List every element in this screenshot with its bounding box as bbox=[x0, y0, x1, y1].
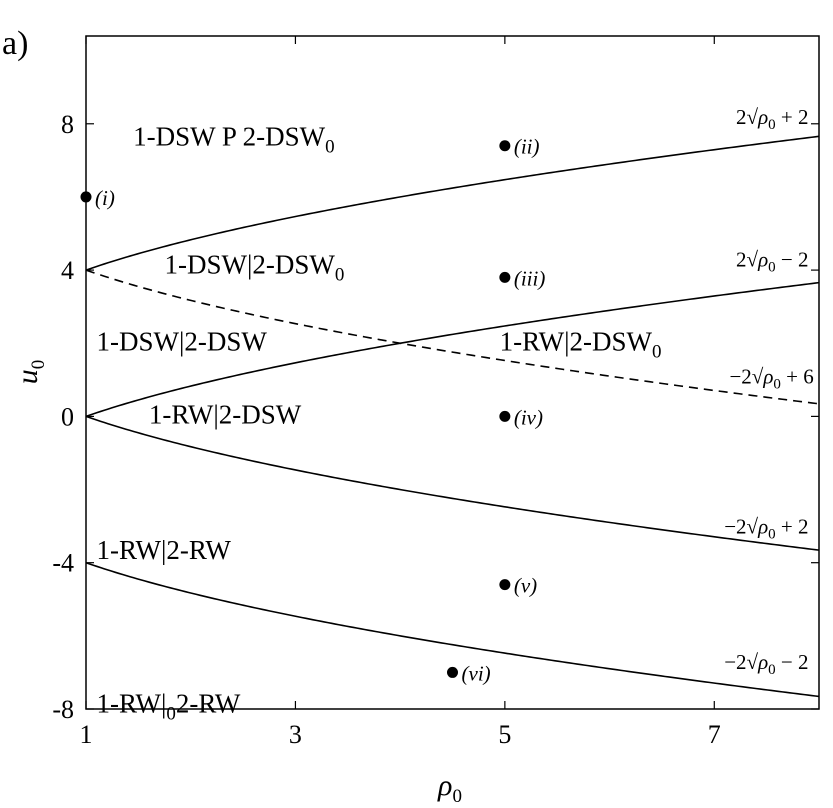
curves bbox=[85, 135, 820, 698]
point-label: (i) bbox=[95, 186, 115, 210]
y-tick-label: -4 bbox=[52, 549, 74, 578]
y-tick-label: 4 bbox=[61, 256, 74, 285]
region-label: 1-DSW P 2-DSW0 bbox=[133, 122, 335, 158]
curve-line bbox=[85, 281, 820, 418]
curve-label: 2√ρ0 − 2 bbox=[736, 247, 808, 275]
curve-line bbox=[85, 415, 820, 551]
point-label: (v) bbox=[514, 574, 537, 598]
region-label: 1-DSW|2-DSW bbox=[96, 327, 267, 357]
region-label: 1-RW|2-RW bbox=[96, 535, 231, 565]
x-tick-label: 5 bbox=[498, 720, 511, 749]
point-marker bbox=[499, 140, 511, 152]
curve-label: −2√ρ0 − 2 bbox=[724, 650, 808, 678]
curve-line bbox=[85, 269, 820, 405]
y-tick-label: 8 bbox=[61, 110, 74, 139]
point-label: (iv) bbox=[514, 405, 543, 429]
x-tick-label: 1 bbox=[80, 720, 93, 749]
curve-line bbox=[85, 561, 820, 698]
marked-points: (i) (ii) (iii) (iv) (v) (vi) bbox=[80, 135, 546, 685]
point-marker bbox=[499, 271, 511, 283]
y-tick-label: -8 bbox=[52, 695, 74, 724]
curve-label: −2√ρ0 + 6 bbox=[729, 364, 813, 392]
x-tick-label: 3 bbox=[289, 720, 302, 749]
curve-label: 2√ρ0 + 2 bbox=[736, 105, 808, 133]
axis-ticks: 1 3 5 7 -8 -4 0 4 8 bbox=[52, 36, 819, 749]
region-label: 1-RW|02-RW bbox=[96, 689, 240, 725]
point-label: (ii) bbox=[514, 135, 540, 159]
point-marker bbox=[447, 666, 458, 678]
y-axis-label: u0 bbox=[11, 360, 49, 385]
point-marker bbox=[499, 579, 511, 591]
y-tick-label: 0 bbox=[61, 402, 74, 431]
curve-labels: 2√ρ0 + 2 2√ρ0 − 2 −2√ρ0 + 6 −2√ρ0 + 2 −2√ρ0 … bbox=[724, 105, 814, 678]
point-label: (iii) bbox=[514, 266, 546, 290]
curve-label: −2√ρ0 + 2 bbox=[724, 514, 808, 542]
point-marker bbox=[80, 191, 92, 203]
region-label: 1-RW|2-DSW bbox=[149, 400, 302, 430]
region-labels: 1-DSW P 2-DSW0 1-DSW|2-DSW0 1-DSW|2-DSW 1-R… bbox=[96, 122, 661, 725]
x-axis-label: ρ0 bbox=[437, 769, 462, 807]
point-marker bbox=[499, 410, 511, 422]
plot-frame bbox=[85, 35, 820, 710]
curve-line bbox=[85, 135, 820, 271]
panel-label: a) bbox=[2, 25, 28, 62]
region-label: 1-DSW|2-DSW0 bbox=[165, 250, 345, 286]
point-label: (vi) bbox=[462, 661, 491, 685]
region-label: 1-RW|2-DSW0 bbox=[500, 327, 662, 363]
x-tick-label: 7 bbox=[708, 720, 721, 749]
